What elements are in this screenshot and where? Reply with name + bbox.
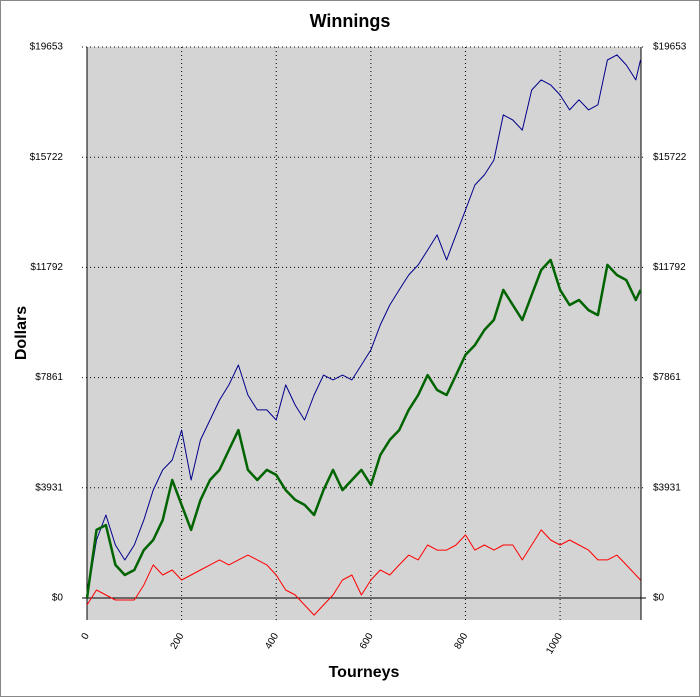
y2-tick-label: $3931	[653, 482, 681, 493]
y-tick-label: $7861	[35, 372, 63, 383]
plot-area	[87, 47, 641, 620]
y2-tick-label: $11792	[653, 262, 686, 273]
y-tick-label: $19653	[30, 42, 64, 53]
y2-tick-label: $0	[653, 593, 665, 604]
x-tick-label: 0	[80, 631, 93, 642]
x-axis-title: Tourneys	[329, 664, 400, 681]
y-tick-label: $11792	[30, 262, 63, 273]
series-line	[86, 529, 641, 616]
chart-title: Winnings	[310, 11, 391, 31]
y2-tick-label: $15722	[653, 152, 687, 163]
y-tick-label: $15722	[30, 152, 64, 163]
series-line	[86, 54, 641, 599]
series-line	[85, 258, 642, 599]
y2-tick-label: $7861	[653, 372, 681, 383]
y-tick-label: $3931	[35, 482, 63, 493]
y-axis-title: Dollars	[13, 306, 30, 360]
y2-tick-label: $19653	[653, 42, 687, 53]
y-tick-label: $0	[52, 593, 64, 604]
